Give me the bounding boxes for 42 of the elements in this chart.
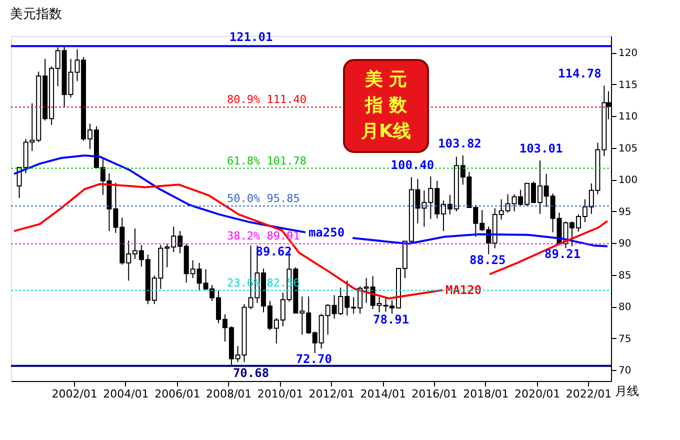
y-tick-label: 115 (618, 80, 638, 91)
x-tick-label: 2010/01 (257, 388, 304, 400)
y-tick-label: 70 (618, 366, 632, 377)
annotation: 88.25 (470, 253, 506, 268)
x-tick-label: 2002/01 (52, 388, 98, 400)
annotation: 103.82 (438, 136, 482, 150)
annotation: 指 数 (364, 95, 408, 116)
y-tick-label: 95 (618, 206, 632, 218)
annotation: 72.70 (296, 352, 332, 366)
ref-line-label: 121.01 (229, 30, 273, 44)
x-tick-label: 2006/01 (154, 388, 200, 400)
ref-line-label: 50.0% 95.85 (227, 192, 300, 205)
annotation: 89.21 (544, 247, 581, 262)
y-tick-label: 120 (618, 48, 638, 60)
y-tick-label: 105 (618, 143, 638, 154)
chart-title: 美元指数 (10, 6, 62, 22)
text: 月线 (615, 384, 639, 398)
series-label: MA120 (445, 283, 482, 298)
x-tick-label: 2022/01 (566, 388, 612, 400)
x-tick-label: 2018/01 (463, 388, 509, 400)
annotation: 100.40 (390, 158, 434, 172)
x-tick-label: 2008/01 (206, 388, 252, 400)
x-tick-label: 2004/01 (103, 388, 149, 400)
annotation: 114.78 (558, 66, 602, 81)
annotation: 月K线 (360, 121, 411, 142)
ref-line-label: 61.8% 101.78 (227, 154, 306, 168)
y-tick-label: 85 (618, 270, 632, 282)
ref-line-label: 80.9% 111.40 (227, 93, 306, 106)
x-tick-label: 2020/01 (514, 388, 560, 400)
y-tick-label: 75 (618, 334, 632, 345)
y-tick-label: 100 (618, 175, 638, 186)
ref-line-label: 70.68 (232, 366, 270, 380)
annotation: 78.91 (372, 312, 410, 327)
x-tick-label: 2014/01 (360, 388, 406, 400)
y-tick-label: 90 (618, 238, 632, 250)
series-label: ma250 (308, 225, 345, 240)
y-tick-label: 80 (618, 302, 632, 314)
x-tick-label: 2012/01 (308, 388, 354, 400)
y-tick-label: 110 (618, 112, 638, 123)
x-tick-label: 2016/01 (412, 388, 458, 400)
annotation: 美 元 (364, 69, 408, 90)
annotation: 103.01 (519, 141, 563, 156)
